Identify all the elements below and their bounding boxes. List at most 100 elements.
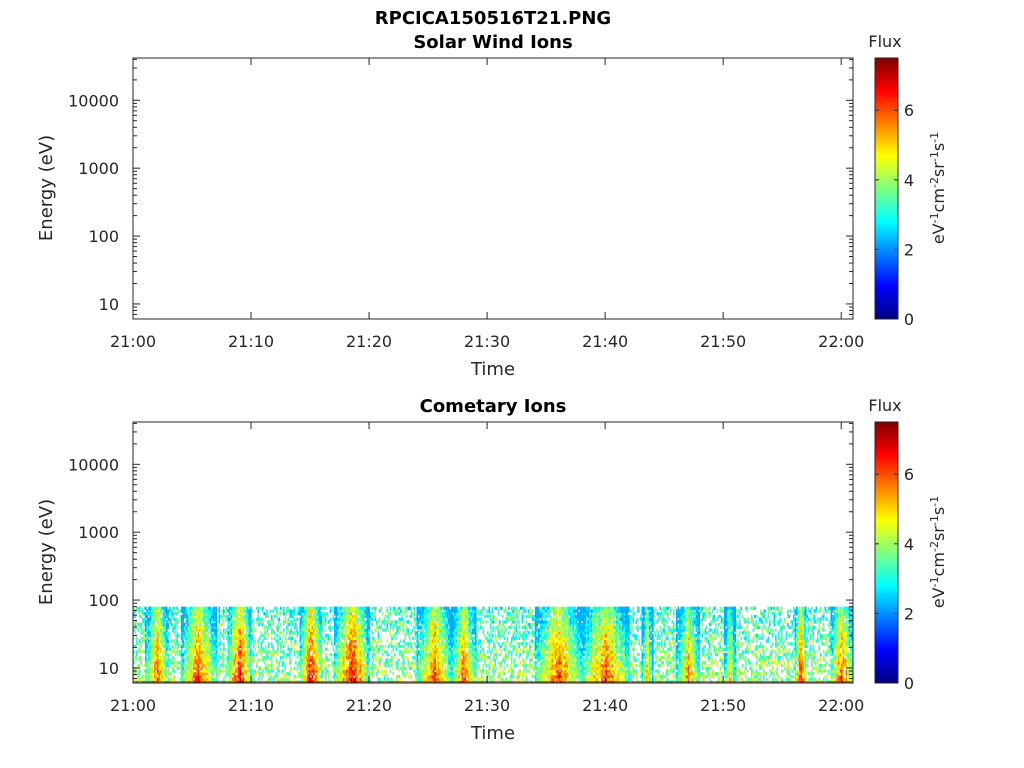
heatmap-cell	[302, 614, 305, 619]
heatmap-cell	[236, 639, 239, 643]
heatmap-cell	[460, 617, 462, 621]
heatmap-cell	[190, 661, 192, 665]
heatmap-cell	[199, 606, 201, 610]
heatmap-cell	[272, 650, 275, 654]
heatmap-cell	[445, 631, 447, 635]
heatmap-cell	[214, 653, 216, 657]
heatmap-cell	[151, 620, 153, 624]
heatmap-cell	[472, 658, 474, 662]
heatmap-cell	[238, 666, 240, 670]
heatmap-cell	[149, 612, 152, 616]
heatmap-cell	[466, 644, 468, 649]
heatmap-cell	[334, 655, 336, 660]
heatmap-cell	[448, 677, 450, 681]
heatmap-cell	[283, 650, 285, 654]
heatmap-cell	[293, 666, 296, 670]
heatmap-cell	[490, 620, 492, 624]
heatmap-cell	[497, 661, 500, 665]
heatmap-cell	[218, 655, 221, 660]
heatmap-cell	[418, 658, 420, 662]
heatmap-cell	[344, 617, 347, 621]
heatmap-cell	[451, 674, 453, 679]
heatmap-cell	[385, 672, 387, 676]
heatmap-cell	[358, 628, 360, 632]
heatmap-cell	[326, 655, 329, 660]
heatmap-cell	[188, 633, 191, 638]
heatmap-cell	[292, 612, 294, 616]
heatmap-cell	[449, 636, 452, 640]
heatmap-cell	[166, 653, 168, 657]
heatmap-cell	[475, 672, 477, 676]
heatmap-cell	[247, 658, 249, 662]
heatmap-cell	[335, 655, 338, 660]
heatmap-cell	[445, 653, 447, 657]
heatmap-cell	[271, 663, 273, 668]
heatmap-cell	[332, 666, 335, 670]
heatmap-cell	[482, 653, 485, 657]
heatmap-cell	[206, 653, 209, 657]
heatmap-cell	[433, 655, 435, 660]
heatmap-cell	[407, 606, 410, 610]
heatmap-cell	[433, 669, 435, 673]
heatmap-cell	[490, 666, 492, 670]
heatmap-cell	[412, 647, 414, 651]
heatmap-cell	[146, 631, 149, 635]
heatmap-cell	[332, 674, 335, 679]
heatmap-cell	[376, 666, 378, 670]
heatmap-cell	[419, 612, 422, 616]
heatmap-cell	[437, 650, 440, 654]
heatmap-cell	[184, 658, 186, 662]
heatmap-cell	[316, 669, 318, 673]
heatmap-cell	[205, 647, 207, 651]
heatmap-cell	[449, 639, 452, 643]
heatmap-cell	[182, 606, 185, 610]
heatmap-cell	[341, 672, 344, 676]
heatmap-cell	[157, 628, 159, 632]
heatmap-cell	[343, 612, 345, 616]
heatmap-cell	[302, 631, 305, 635]
heatmap-cell	[230, 647, 233, 651]
heatmap-cell	[236, 650, 239, 654]
heatmap-cell	[298, 653, 300, 657]
heatmap-cell	[187, 653, 189, 657]
heatmap-cell	[407, 663, 410, 668]
heatmap-cell	[148, 650, 150, 654]
heatmap-cell	[212, 661, 215, 665]
heatmap-cell	[451, 672, 453, 676]
heatmap-cell	[244, 669, 246, 673]
heatmap-cell	[388, 644, 390, 649]
heatmap-cell	[307, 647, 309, 651]
heatmap-cell	[196, 612, 198, 616]
heatmap-cell	[158, 653, 161, 657]
heatmap-cell	[358, 661, 360, 665]
heatmap-cell	[269, 623, 272, 627]
heatmap-cell	[410, 674, 413, 679]
heatmap-cell	[478, 653, 480, 657]
heatmap-cell	[334, 642, 336, 646]
heatmap-cell	[232, 614, 234, 619]
heatmap-cell	[364, 663, 366, 668]
heatmap-cell	[470, 677, 473, 681]
heatmap-cell	[196, 636, 198, 640]
heatmap-cell	[352, 639, 354, 643]
heatmap-cell	[374, 639, 377, 643]
heatmap-cell	[266, 631, 269, 635]
heatmap-cell	[233, 658, 236, 662]
heatmap-cell	[347, 644, 350, 649]
heatmap-cell	[317, 612, 320, 616]
heatmap-cell	[197, 674, 200, 679]
heatmap-cell	[431, 666, 434, 670]
heatmap-cell	[347, 633, 350, 638]
heatmap-cell	[314, 614, 317, 619]
heatmap-cell	[407, 674, 410, 679]
heatmap-cell	[404, 650, 407, 654]
heatmap-cell	[160, 674, 162, 679]
heatmap-cell	[488, 639, 491, 643]
heatmap-cell	[229, 647, 231, 651]
heatmap-cell	[358, 647, 360, 651]
heatmap-cell	[346, 650, 348, 654]
heatmap-cell	[478, 658, 480, 662]
heatmap-cell	[196, 658, 198, 662]
heatmap-cell	[205, 612, 207, 616]
heatmap-cell	[250, 642, 252, 646]
